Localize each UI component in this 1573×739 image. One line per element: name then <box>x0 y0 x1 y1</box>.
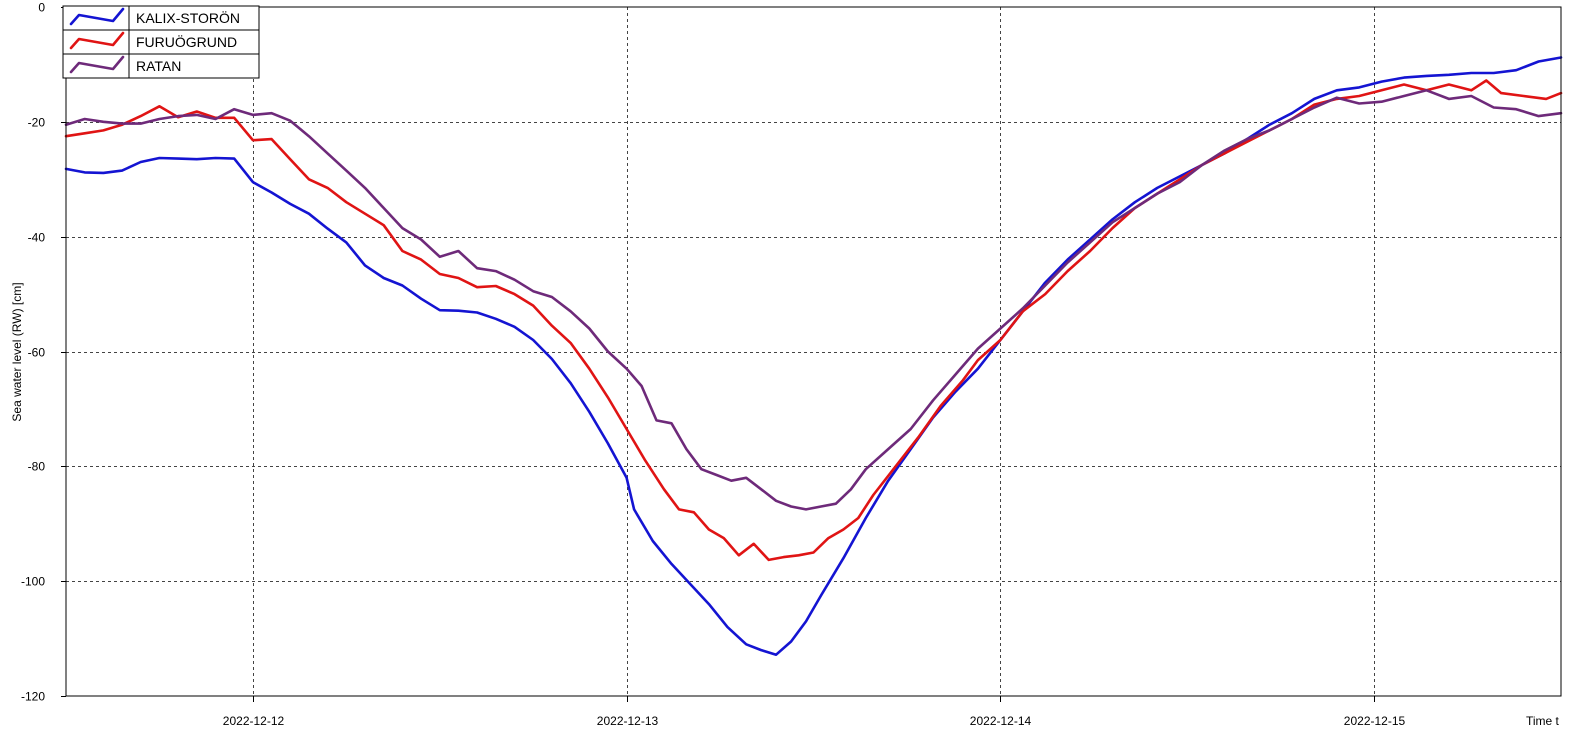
x-axis-title: Time t <box>1526 714 1560 728</box>
series-lines <box>64 56 1563 656</box>
legend-swatch <box>69 31 125 50</box>
plot-frame <box>65 6 1562 697</box>
x-axis-ticks: 2022-12-12 2022-12-13 2022-12-14 2022-12-15 <box>223 696 1406 728</box>
legend-swatch <box>69 55 125 74</box>
x-tick-label: 2022-12-12 <box>223 714 285 728</box>
grid <box>66 7 1561 696</box>
series-line-2 <box>64 89 1563 511</box>
x-tick-label: 2022-12-14 <box>970 714 1032 728</box>
y-tick-label: -20 <box>28 116 46 130</box>
plot-area <box>66 7 1561 696</box>
legend: KALIX-STORÖN FURUÖGRUND RATAN <box>62 5 260 79</box>
legend-swatch <box>69 7 125 26</box>
y-tick-label: -60 <box>28 346 46 360</box>
legend-label: RATAN <box>136 58 181 74</box>
legend-label: FURUÖGRUND <box>136 33 237 50</box>
y-tick-label: -100 <box>21 575 45 589</box>
y-tick-label: -40 <box>28 231 46 245</box>
y-tick-label: 0 <box>38 1 45 15</box>
y-axis-title: Sea water level (RW) [cm] <box>10 282 24 421</box>
series-line-0 <box>64 56 1563 656</box>
y-tick-label: -120 <box>21 690 45 704</box>
legend-label: KALIX-STORÖN <box>136 9 240 26</box>
y-axis-ticks: 0 -20 -40 -60 -80 -100 -120 <box>21 1 66 704</box>
y-tick-label: -80 <box>28 460 46 474</box>
x-tick-label: 2022-12-15 <box>1344 714 1406 728</box>
x-tick-label: 2022-12-13 <box>597 714 659 728</box>
